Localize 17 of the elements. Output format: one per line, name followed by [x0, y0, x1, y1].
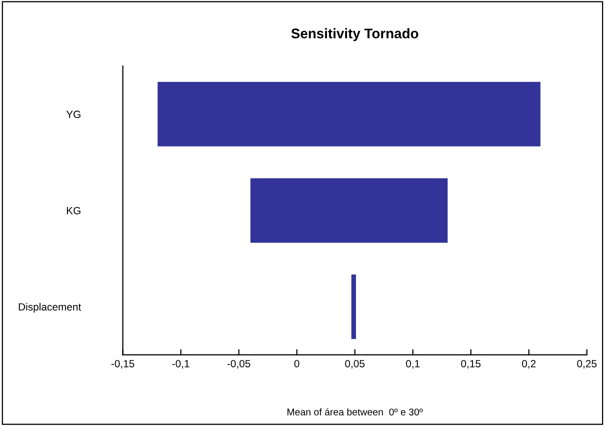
bar	[250, 178, 448, 243]
y-tick-label: YG	[66, 110, 80, 118]
x-tick-label: 0,15	[461, 360, 481, 369]
x-tick-label: 0	[294, 360, 300, 368]
bar	[351, 274, 356, 339]
x-tick-label: -0,05	[227, 360, 250, 369]
x-tick-label: 0,25	[577, 360, 597, 369]
x-tick-label: 0,05	[345, 360, 365, 369]
y-tick-label: KG	[66, 206, 80, 214]
chart-title: Sensitivity Tornado	[291, 28, 418, 42]
y-tick-label: Displacement	[18, 302, 82, 313]
x-tick-label: 0,2	[522, 360, 536, 369]
x-tick-label: -0,15	[111, 360, 134, 369]
x-axis-title: Mean of área between 0º e 30º	[287, 408, 423, 416]
bar	[158, 82, 540, 146]
x-tick-label: -0,1	[172, 360, 190, 369]
x-tick-label: 0,1	[406, 360, 420, 369]
